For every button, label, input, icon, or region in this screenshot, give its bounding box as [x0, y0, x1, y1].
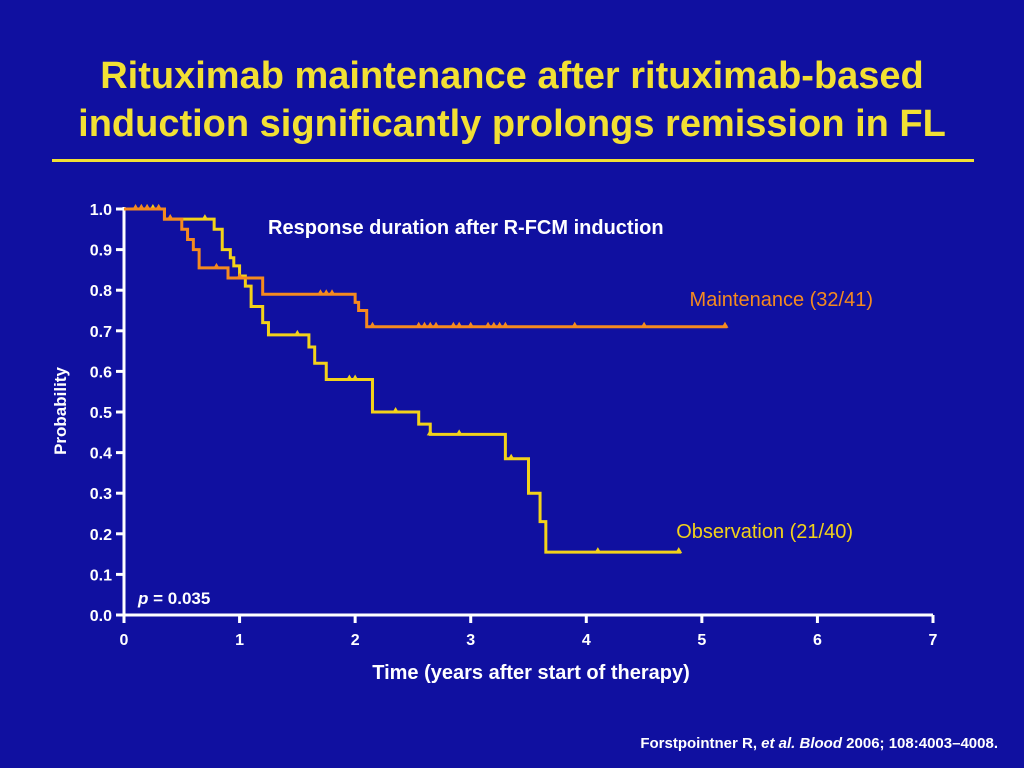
- citation-author: Forstpointner R,: [640, 735, 762, 752]
- y-tick-label: 0.1: [90, 567, 112, 584]
- observation-censor-mark: [455, 429, 463, 436]
- observation-curve: [124, 207, 682, 554]
- observation-censor-mark: [392, 407, 400, 413]
- maintenance-censor-mark: [496, 321, 504, 328]
- slide-title: Rituximab maintenance after rituximab-ba…: [0, 52, 1024, 148]
- maintenance-censor-mark: [467, 321, 475, 328]
- x-tick-label: 1: [235, 632, 244, 649]
- x-tick-label: 7: [929, 632, 938, 649]
- observation-censor-mark: [293, 329, 301, 336]
- maintenance-censor-mark: [490, 321, 498, 328]
- y-tick-label: 0.5: [90, 405, 112, 422]
- maintenance-censor-mark: [322, 289, 330, 296]
- maintenance-censor-mark: [721, 321, 729, 328]
- observation-censor-mark: [594, 547, 602, 554]
- x-tick-label: 4: [582, 632, 591, 649]
- observation-censor-mark: [351, 374, 359, 381]
- citation-details: 2006; 108:4003–4008.: [842, 735, 998, 752]
- maintenance-censor-mark: [640, 321, 648, 328]
- maintenance-series-label: Maintenance (32/41): [690, 289, 873, 311]
- x-tick-label: 6: [813, 632, 822, 649]
- x-axis-label: Time (years after start of therapy): [372, 662, 690, 684]
- observation-censor-mark: [426, 429, 434, 436]
- slide-title-line-1: Rituximab maintenance after rituximab-ba…: [100, 55, 924, 97]
- x-tick-label: 5: [697, 632, 706, 649]
- observation-censor-mark: [675, 547, 683, 554]
- axis-ticks: 0 1 2 3 4 5 6 7 0.0 0.1 0.2 0.3 0.4 0.5 0.6 0.7 0.8 0.9 1.…: [90, 202, 938, 649]
- citation-etal: et al.: [761, 735, 796, 752]
- maintenance-censor-mark: [420, 321, 428, 328]
- observation-censor-mark: [507, 453, 515, 460]
- x-tick-label: 0: [120, 632, 129, 649]
- y-tick-label: 0.9: [90, 243, 112, 260]
- slide-title-line-2: induction significantly prolongs remissi…: [78, 103, 946, 145]
- maintenance-censor-mark: [432, 321, 440, 328]
- maintenance-censor-mark: [484, 321, 492, 328]
- observation-censor-mark: [345, 374, 353, 381]
- maintenance-censor-mark: [368, 321, 376, 328]
- maintenance-censor-mark: [143, 204, 151, 210]
- maintenance-censor-mark: [415, 321, 423, 328]
- p-value-annotation: p = 0.035: [137, 589, 210, 608]
- maintenance-censor-mark: [236, 273, 244, 280]
- y-tick-label: 0.0: [90, 608, 112, 625]
- maintenance-censor-mark: [501, 321, 509, 328]
- observation-series-label: Observation (21/40): [676, 521, 853, 543]
- maintenance-censor-mark: [571, 321, 579, 328]
- x-tick-label: 2: [351, 632, 360, 649]
- x-tick-label: 3: [466, 632, 475, 649]
- p-value: = 0.035: [148, 589, 210, 608]
- chart-subtitle: Response duration after R-FCM induction: [268, 217, 664, 239]
- citation: Forstpointner R, et al. Blood 2006; 108:…: [640, 735, 998, 752]
- p-symbol: p: [137, 589, 148, 608]
- axes: [122, 207, 933, 617]
- y-tick-label: 0.8: [90, 283, 112, 300]
- maintenance-censor-mark: [166, 214, 174, 221]
- title-underline: [52, 159, 974, 162]
- observation-censor-mark: [201, 214, 209, 221]
- maintenance-censor-mark: [426, 321, 434, 328]
- citation-journal: Blood: [799, 735, 843, 752]
- maintenance-censor-mark: [155, 204, 163, 210]
- maintenance-censor-mark: [455, 321, 463, 328]
- y-tick-label: 0.6: [90, 364, 112, 381]
- maintenance-censor-mark: [212, 262, 220, 269]
- maintenance-censor-mark: [137, 204, 145, 210]
- y-tick-label: 0.4: [90, 446, 112, 463]
- y-tick-label: 0.3: [90, 486, 112, 503]
- y-tick-label: 1.0: [90, 202, 112, 219]
- maintenance-censor-mark: [316, 289, 324, 296]
- y-tick-label: 0.7: [90, 324, 112, 341]
- survival-curves: [124, 204, 729, 554]
- maintenance-censor-mark: [449, 321, 457, 328]
- maintenance-censor-mark: [328, 289, 336, 296]
- maintenance-censor-mark: [132, 204, 140, 210]
- y-tick-label: 0.2: [90, 527, 112, 544]
- y-axis-label: Probability: [51, 367, 70, 455]
